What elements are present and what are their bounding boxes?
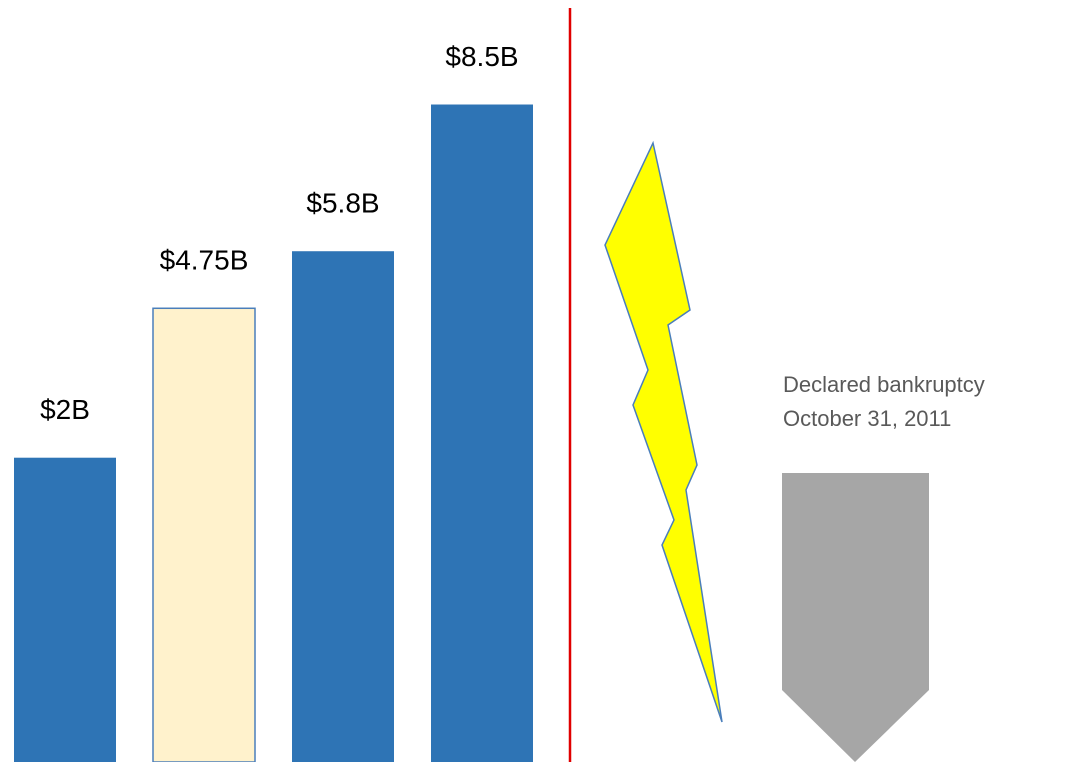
bar xyxy=(292,251,394,762)
annotation: Declared bankruptcy xyxy=(783,372,985,397)
value-label: $8.5B xyxy=(445,41,518,72)
bar xyxy=(431,104,533,762)
value-label: $4.75B xyxy=(160,245,249,276)
bar xyxy=(152,307,256,762)
value-label: $2B xyxy=(40,394,90,425)
down-arrow xyxy=(782,473,929,762)
bar xyxy=(14,457,116,762)
lightning-bolt xyxy=(604,140,723,723)
annotation: October 31, 2011 xyxy=(783,406,951,431)
value-label: $5.8B xyxy=(306,188,379,219)
